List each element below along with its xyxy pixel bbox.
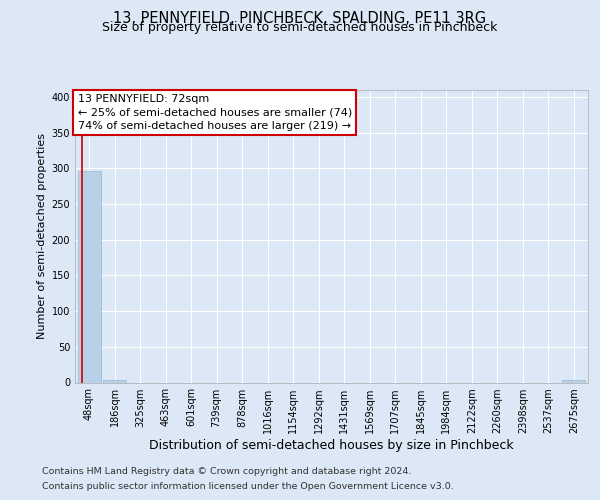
Text: Contains public sector information licensed under the Open Government Licence v3: Contains public sector information licen… bbox=[42, 482, 454, 491]
Text: Contains HM Land Registry data © Crown copyright and database right 2024.: Contains HM Land Registry data © Crown c… bbox=[42, 467, 412, 476]
Bar bbox=[77, 170, 101, 382]
Text: Size of property relative to semi-detached houses in Pinchbeck: Size of property relative to semi-detach… bbox=[103, 22, 497, 35]
Text: 13, PENNYFIELD, PINCHBECK, SPALDING, PE11 3RG: 13, PENNYFIELD, PINCHBECK, SPALDING, PE1… bbox=[113, 11, 487, 26]
Bar bbox=[103, 380, 126, 382]
X-axis label: Distribution of semi-detached houses by size in Pinchbeck: Distribution of semi-detached houses by … bbox=[149, 438, 514, 452]
Bar bbox=[562, 380, 586, 382]
Y-axis label: Number of semi-detached properties: Number of semi-detached properties bbox=[37, 133, 47, 339]
Text: 13 PENNYFIELD: 72sqm
← 25% of semi-detached houses are smaller (74)
74% of semi-: 13 PENNYFIELD: 72sqm ← 25% of semi-detac… bbox=[77, 94, 352, 131]
